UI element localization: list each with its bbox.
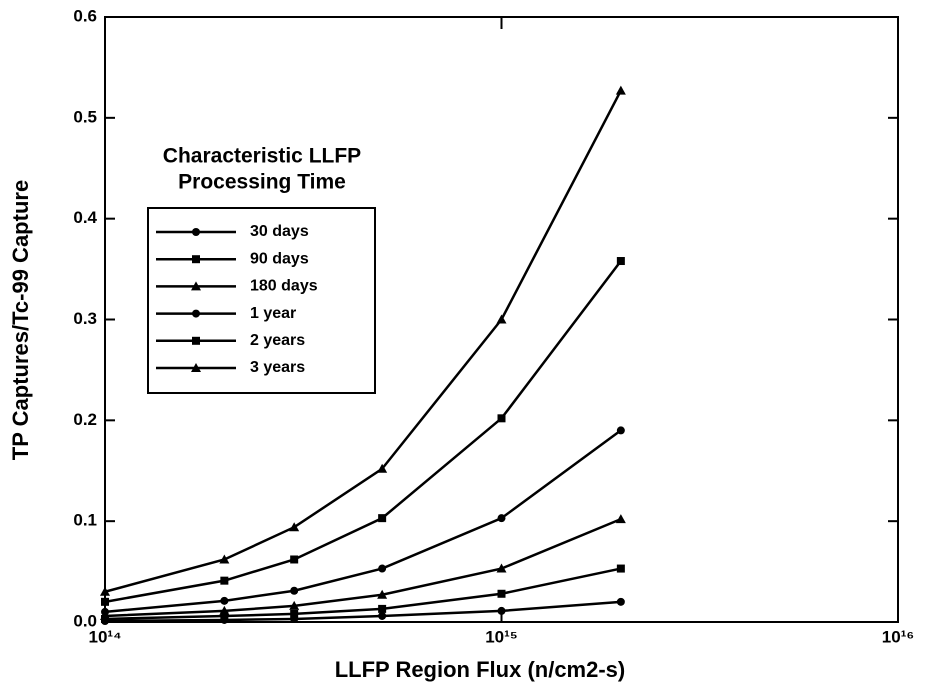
series-line — [104, 429, 622, 614]
marker — [290, 609, 299, 618]
legend-label: 2 years — [250, 332, 305, 349]
legend-marker — [192, 336, 200, 345]
x-tick-label: 10¹⁴ — [89, 627, 122, 646]
marker — [496, 314, 507, 324]
legend-label: 90 days — [250, 250, 309, 267]
legend-marker — [192, 255, 200, 264]
marker — [615, 514, 626, 524]
marker — [616, 564, 625, 573]
legend-title: Processing Time — [178, 171, 346, 194]
marker — [101, 607, 109, 616]
legend-label: 1 year — [250, 305, 296, 322]
legend-label: 30 days — [250, 223, 309, 240]
marker — [615, 85, 626, 95]
series-line — [104, 567, 622, 621]
marker — [219, 605, 230, 615]
series-line — [104, 600, 621, 623]
legend-marker — [192, 228, 200, 236]
marker — [289, 600, 300, 610]
marker — [378, 564, 387, 573]
marker — [289, 522, 300, 532]
marker — [378, 611, 387, 620]
marker — [101, 597, 109, 606]
y-tick-label: 0.0 — [73, 611, 97, 630]
marker — [496, 563, 507, 573]
y-tick-label: 0.1 — [73, 511, 97, 530]
marker — [497, 514, 506, 523]
y-tick-label: 0.3 — [73, 309, 97, 328]
marker — [616, 426, 625, 435]
marker — [219, 554, 230, 564]
y-axis-title: TP Captures/Tc-99 Capture — [8, 180, 33, 460]
marker — [497, 414, 506, 423]
legend-marker — [192, 309, 200, 318]
legend-marker — [191, 363, 201, 372]
series-line — [104, 517, 622, 618]
y-tick-label: 0.2 — [73, 410, 97, 429]
marker — [220, 596, 229, 605]
series-line — [104, 260, 622, 604]
y-tick-label: 0.4 — [73, 208, 97, 227]
marker — [378, 604, 387, 613]
x-axis-title: LLFP Region Flux (n/cm2-s) — [335, 657, 626, 682]
legend-box — [147, 207, 376, 394]
marker — [220, 576, 229, 585]
legend-marker — [191, 281, 201, 291]
marker — [220, 611, 229, 620]
x-tick-label: 10¹⁵ — [485, 627, 518, 646]
marker — [377, 463, 388, 473]
marker — [497, 606, 506, 615]
x-tick-label: 10¹⁶ — [882, 627, 914, 646]
legend-label: 180 days — [250, 278, 318, 295]
marker — [497, 589, 506, 598]
y-tick-label: 0.5 — [73, 107, 97, 126]
legend-label: 3 years — [250, 359, 305, 376]
marker — [377, 589, 388, 599]
marker — [290, 555, 299, 564]
marker — [616, 597, 625, 606]
marker — [378, 514, 387, 523]
legend-title: Characteristic LLFP — [163, 145, 361, 168]
series-line — [104, 90, 622, 593]
marker — [290, 586, 299, 595]
marker — [100, 586, 110, 596]
marker — [616, 257, 625, 266]
y-tick-label: 0.6 — [73, 6, 97, 25]
